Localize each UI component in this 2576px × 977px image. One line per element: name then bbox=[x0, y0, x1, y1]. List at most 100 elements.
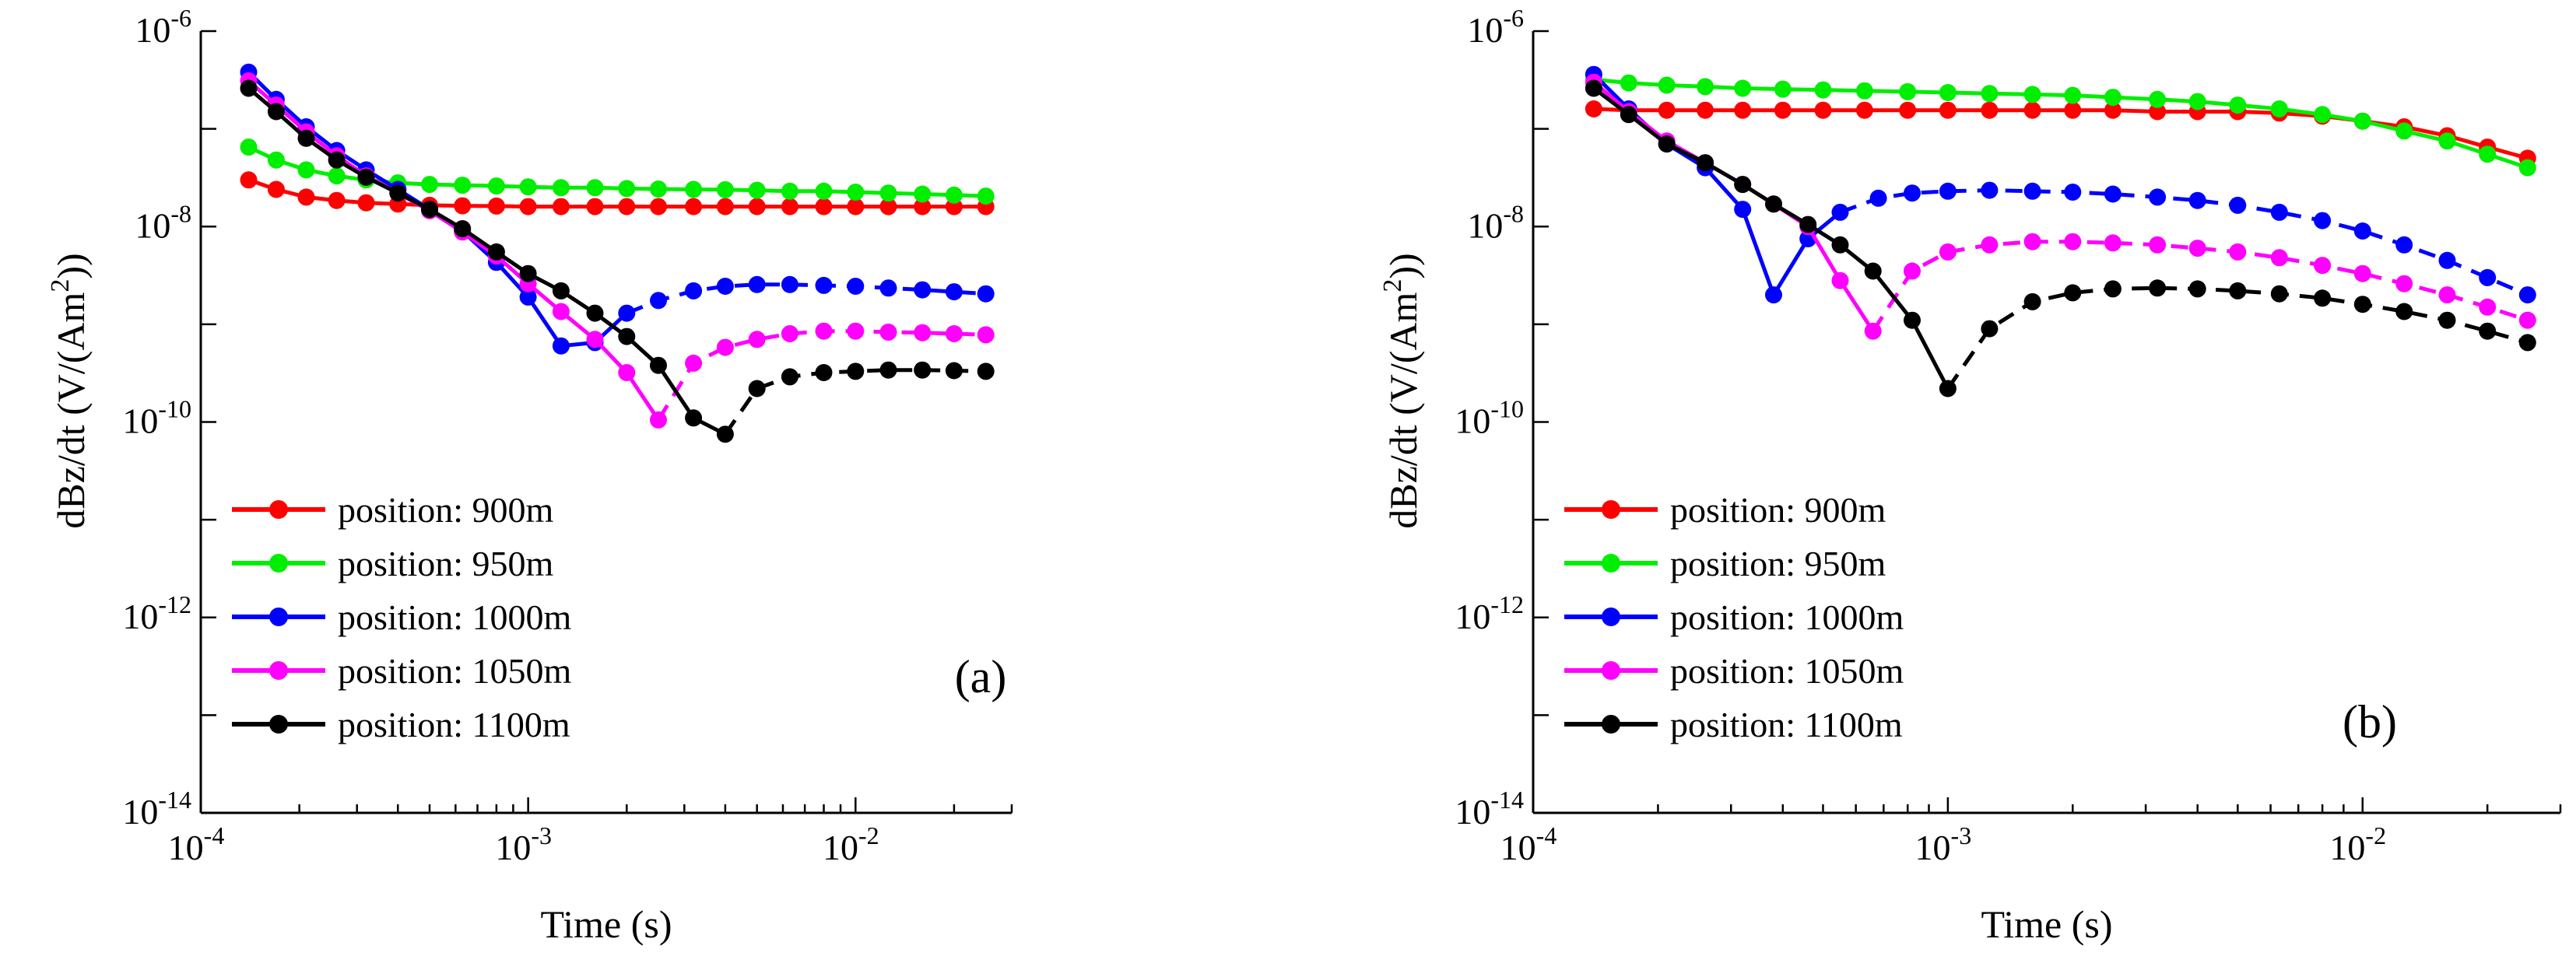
data-point bbox=[2518, 159, 2536, 177]
data-point bbox=[1939, 243, 1957, 261]
data-point bbox=[389, 184, 407, 202]
data-point bbox=[2438, 132, 2456, 150]
legend-swatch-marker bbox=[1602, 715, 1620, 734]
data-point bbox=[847, 278, 865, 295]
data-point bbox=[1939, 84, 1957, 101]
data-point bbox=[2479, 322, 2497, 340]
data-point bbox=[2479, 145, 2497, 163]
series-5 bbox=[240, 79, 995, 443]
chart-panel-a: 10-4 10-3 10-2 10-6 10-8 10-10 10-12 10-14 Time … bbox=[46, 4, 1013, 946]
data-point bbox=[650, 356, 667, 374]
data-point bbox=[2479, 298, 2497, 316]
data-point bbox=[1585, 79, 1602, 97]
legend-entry-label: position: 950m bbox=[1670, 544, 1886, 583]
legend-entry-label: position: 900m bbox=[338, 490, 554, 530]
data-point bbox=[2353, 112, 2371, 130]
data-point bbox=[1734, 79, 1752, 97]
data-point bbox=[1981, 236, 1999, 254]
legend-swatch-marker bbox=[269, 608, 288, 626]
data-point bbox=[487, 243, 505, 261]
data-point bbox=[2104, 280, 2122, 298]
data-point bbox=[2518, 334, 2536, 352]
data-point bbox=[914, 198, 932, 215]
data-point bbox=[328, 191, 346, 209]
data-point bbox=[977, 285, 995, 303]
data-point bbox=[552, 282, 570, 299]
legend: position: 900m position: 950m position: 10… bbox=[232, 490, 572, 744]
series-1 bbox=[240, 171, 995, 215]
data-point bbox=[1765, 286, 1782, 304]
data-point bbox=[2229, 243, 2247, 261]
data-point bbox=[1981, 181, 1999, 199]
data-point bbox=[519, 264, 537, 282]
panel-label: (b) bbox=[2343, 696, 2397, 748]
data-point bbox=[879, 361, 897, 379]
data-point bbox=[1864, 322, 1882, 340]
legend-entry-label: position: 900m bbox=[1670, 490, 1886, 530]
legend-entry-label: position: 1100m bbox=[1670, 705, 1903, 744]
data-point bbox=[2438, 311, 2456, 329]
series-4 bbox=[240, 72, 995, 429]
data-point bbox=[2023, 86, 2041, 103]
data-point bbox=[2023, 182, 2041, 200]
data-point bbox=[297, 129, 315, 147]
y-axis-label: dBz/dt (V/(Am2)) bbox=[1378, 253, 1425, 528]
data-point bbox=[2023, 292, 2041, 310]
data-point bbox=[2314, 289, 2332, 307]
data-point bbox=[1855, 82, 1873, 100]
data-point bbox=[1904, 262, 1921, 280]
data-point bbox=[1981, 85, 1999, 103]
data-point bbox=[1864, 262, 1882, 280]
data-point bbox=[847, 198, 865, 215]
data-point bbox=[2064, 101, 2082, 119]
data-point bbox=[328, 151, 346, 169]
data-point bbox=[1981, 101, 1999, 119]
data-point bbox=[716, 180, 734, 198]
legend-swatch-marker bbox=[269, 554, 288, 573]
data-point bbox=[2314, 257, 2332, 275]
data-point bbox=[748, 331, 766, 348]
data-point bbox=[267, 151, 285, 169]
data-point bbox=[267, 180, 285, 198]
data-point bbox=[519, 178, 537, 196]
data-point bbox=[1734, 176, 1752, 194]
data-point bbox=[2229, 282, 2247, 299]
data-point bbox=[2064, 184, 2082, 201]
data-point bbox=[2188, 191, 2206, 209]
data-point bbox=[977, 326, 995, 344]
data-point bbox=[2064, 233, 2082, 250]
data-point bbox=[815, 322, 833, 340]
data-point bbox=[1831, 236, 1849, 254]
series-line-dashed bbox=[1871, 240, 2529, 333]
data-point bbox=[650, 180, 667, 198]
data-point bbox=[1939, 182, 1957, 200]
data-point bbox=[977, 362, 995, 380]
y-tick-label: 10-8 bbox=[135, 199, 191, 245]
y-tick-label: 10-14 bbox=[122, 786, 191, 832]
data-point bbox=[1799, 215, 1817, 233]
data-point bbox=[297, 188, 315, 206]
data-point bbox=[650, 198, 667, 215]
y-tick-label: 10-6 bbox=[1467, 4, 1524, 50]
data-point bbox=[2104, 234, 2122, 252]
x-axis-label: Time (s) bbox=[1981, 902, 2112, 946]
panel-label: (a) bbox=[955, 651, 1007, 702]
data-point bbox=[685, 354, 703, 372]
data-point bbox=[552, 179, 570, 197]
series-line-dashed bbox=[626, 282, 986, 315]
legend-entry-label: position: 1000m bbox=[338, 597, 572, 637]
data-point bbox=[716, 198, 734, 215]
legend: position: 900m position: 950m position: 10… bbox=[1564, 490, 1904, 744]
data-point bbox=[2023, 101, 2041, 119]
data-point bbox=[2438, 286, 2456, 304]
data-point bbox=[2064, 86, 2082, 104]
x-tick-label: 10-4 bbox=[1500, 821, 1557, 867]
data-point bbox=[618, 198, 636, 215]
data-point bbox=[847, 362, 865, 380]
data-point bbox=[1658, 101, 1676, 119]
data-point bbox=[748, 380, 766, 397]
data-point bbox=[2188, 93, 2206, 110]
data-point bbox=[454, 177, 472, 194]
data-point bbox=[267, 103, 285, 121]
